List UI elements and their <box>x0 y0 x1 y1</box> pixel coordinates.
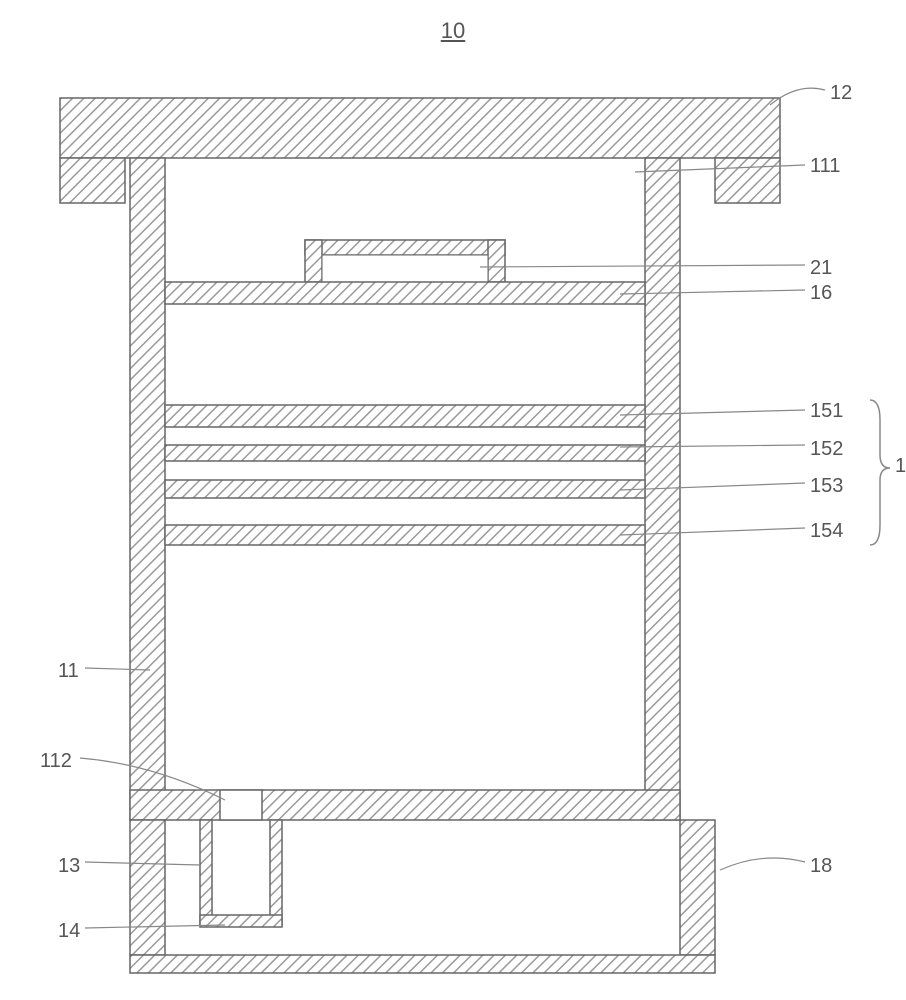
layer-16 <box>165 282 645 304</box>
label-14: 14 <box>58 920 80 943</box>
label-13: 13 <box>58 855 80 878</box>
layer-153 <box>165 480 645 498</box>
label-21: 21 <box>810 257 832 280</box>
label-112: 112 <box>40 750 72 773</box>
label-152: 152 <box>810 438 843 461</box>
cup-right <box>270 820 282 925</box>
layer-151 <box>165 405 645 427</box>
handle-left <box>305 240 322 282</box>
handle-top <box>305 240 505 255</box>
base-left <box>130 820 165 955</box>
leader-21 <box>480 265 805 267</box>
top-cap-lip-r <box>715 158 780 203</box>
label-154: 154 <box>810 520 843 543</box>
handle-right <box>488 240 505 282</box>
label-153: 153 <box>810 475 843 498</box>
main-wall-left <box>130 158 165 820</box>
base-bottom <box>130 955 715 973</box>
label-15: 15 <box>895 455 906 478</box>
layer-152 <box>165 445 645 461</box>
label-18: 18 <box>810 855 832 878</box>
top-cap-lip-l <box>60 158 125 203</box>
leader-18 <box>720 858 805 870</box>
label-16: 16 <box>810 282 832 305</box>
base-right <box>680 820 715 955</box>
brace-15 <box>870 400 890 545</box>
cup-left <box>200 820 212 925</box>
layer-154 <box>165 525 645 545</box>
label-12: 12 <box>830 82 852 105</box>
top-cap <box>60 98 780 158</box>
handle-hollow <box>322 255 488 282</box>
diagram-svg <box>0 0 906 1000</box>
label-11: 11 <box>58 660 79 683</box>
drain-opening <box>220 790 262 820</box>
label-151: 151 <box>810 400 843 423</box>
diagram-container: 10 <box>0 0 906 1000</box>
label-111: 111 <box>810 155 840 178</box>
